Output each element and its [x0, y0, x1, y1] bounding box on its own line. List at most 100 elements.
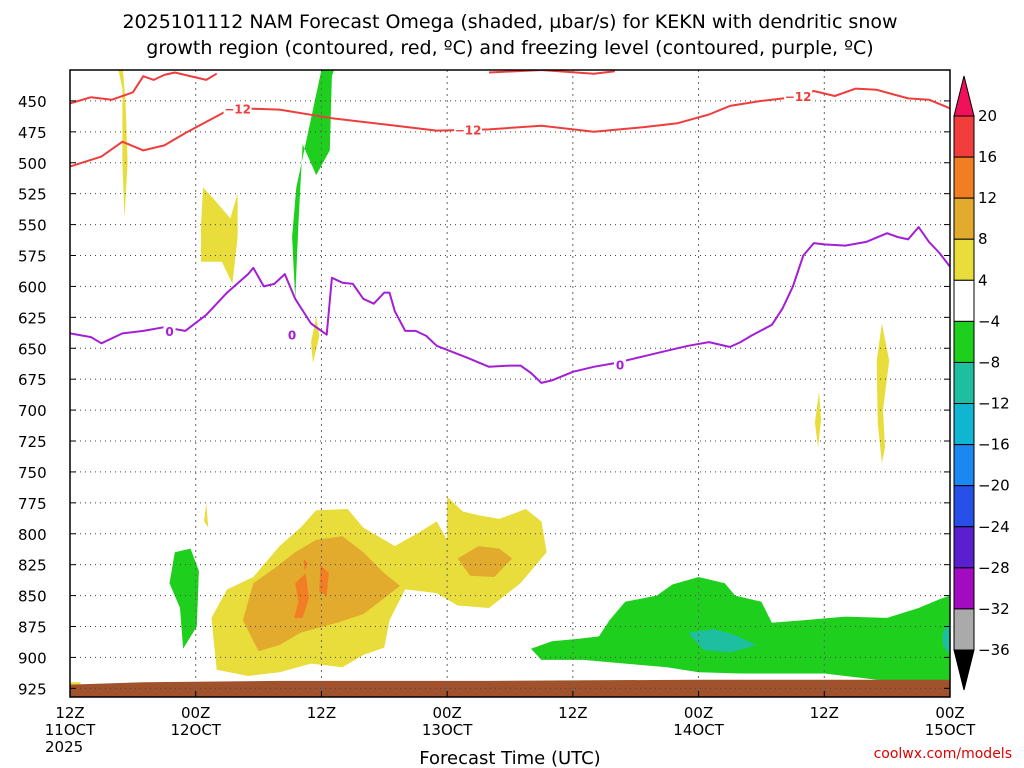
x-tick-label-6-1: 12Z — [810, 704, 839, 722]
colorbar-label-12: −32 — [978, 600, 1010, 618]
contour-label-extra: −12 — [785, 90, 812, 104]
colorbar-label-5: −4 — [978, 312, 1000, 330]
colorbar-swatch-4 — [953, 279, 975, 322]
contour-label-bg-extra — [784, 88, 813, 103]
contour-label-bg-3 — [286, 327, 299, 342]
y-tick-label-7: 625 — [18, 309, 47, 327]
contour-layer: −12 −12 0 0 0 −12 — [70, 70, 950, 384]
colorbar-top-arrow — [953, 75, 975, 117]
shaded-region-15 — [531, 577, 950, 683]
colorbar: 20 16 12 8 4 −4 −8 −12 −16 −20 −24 −28 −32 −36 — [953, 75, 1010, 691]
colorbar-swatch-8 — [953, 444, 975, 487]
colorbar-swatch-2 — [953, 197, 975, 240]
colorbar-bottom-arrow — [953, 649, 975, 691]
shaded-region-6 — [204, 502, 209, 528]
shaded-region-12 — [294, 573, 309, 618]
chart-title-line1: 2025101112 NAM Forecast Omega (shaded, µ… — [122, 11, 897, 33]
x-tick-label-0-2: 11OCT — [45, 721, 96, 739]
colorbar-label-8: −16 — [978, 436, 1010, 454]
shaded-region-7 — [169, 548, 199, 649]
contour-line-0 — [70, 71, 218, 105]
plot-area: −12 −12 0 0 0 −12 — [69, 69, 951, 698]
colorbar-label-6: −8 — [978, 353, 1000, 371]
colorbar-label-4: 4 — [978, 271, 988, 289]
y-tick-label-13: 775 — [18, 495, 47, 513]
colorbar-swatch-10 — [953, 526, 975, 569]
x-tick-label-7-1: 00Z — [935, 704, 964, 722]
colorbar-swatch-11 — [953, 567, 975, 610]
contour-label-bg-2 — [163, 323, 176, 338]
x-tick-label-3-2: 13OCT — [422, 721, 473, 739]
x-axis-label: Forecast Time (UTC) — [419, 748, 600, 768]
colorbar-swatch-7 — [953, 403, 975, 446]
contour-label-4: 0 — [616, 358, 624, 372]
y-tick-label-8: 650 — [18, 340, 47, 358]
x-tick-label-4-1: 12Z — [558, 704, 587, 722]
shaded-region-0 — [118, 70, 128, 219]
plot-background — [70, 70, 950, 697]
x-tick-label-0-3: 2025 — [45, 738, 83, 756]
colorbar-label-0: 20 — [978, 107, 997, 125]
y-tick-label-5: 575 — [18, 248, 47, 266]
colorbar-swatch-1 — [953, 156, 975, 199]
x-tick-label-5-1: 00Z — [684, 704, 713, 722]
colorbar-label-9: −20 — [978, 477, 1010, 495]
colorbar-label-2: 12 — [978, 189, 997, 207]
y-tick-label-14: 800 — [18, 526, 47, 544]
y-tick-label-4: 550 — [18, 217, 47, 235]
y-tick-label-3: 525 — [18, 186, 47, 204]
shaded-region-11 — [457, 546, 513, 577]
x-tick-label-5-2: 14OCT — [673, 721, 724, 739]
grid-lines — [70, 70, 950, 697]
x-tick-label-1-2: 12OCT — [170, 721, 221, 739]
plot-frame — [69, 69, 951, 698]
shaded-region-4 — [814, 391, 822, 448]
x-tick-label-0-1: 12Z — [55, 704, 84, 722]
colorbar-label-1: 16 — [978, 148, 997, 166]
contour-label-2: 0 — [165, 325, 173, 339]
y-tick-label-17: 875 — [18, 619, 47, 637]
y-tick-label-15: 825 — [18, 557, 47, 575]
colorbar-swatch-6 — [953, 361, 975, 405]
contour-line-3 — [70, 226, 950, 384]
x-tick-label-2-1: 12Z — [307, 704, 336, 722]
y-tick-label-0: 450 — [18, 93, 47, 111]
x-tick-label-3-1: 00Z — [432, 704, 461, 722]
colorbar-swatch-3 — [953, 238, 975, 281]
y-tick-label-9: 675 — [18, 371, 47, 389]
colorbar-label-13: −36 — [978, 641, 1010, 659]
contour-label-0: −12 — [224, 102, 251, 116]
y-tick-label-16: 850 — [18, 588, 47, 606]
shaded-region-5 — [876, 323, 890, 464]
y-tick-label-2: 500 — [18, 155, 47, 173]
colorbar-label-11: −28 — [978, 559, 1010, 577]
y-tick-label-6: 600 — [18, 278, 47, 296]
contour-label-bg-1 — [454, 122, 483, 137]
contour-line-1 — [70, 87, 950, 168]
shaded-region-2 — [292, 70, 334, 299]
contour-label-bg-4 — [614, 357, 626, 372]
chart-title-line2: growth region (contoured, red, ºC) and f… — [146, 37, 873, 59]
colorbar-swatch-12 — [953, 608, 975, 651]
x-tick-label-1-1: 00Z — [181, 704, 210, 722]
colorbar-swatch-0 — [953, 115, 975, 158]
contour-label-1: −12 — [455, 123, 482, 137]
y-tick-label-12: 750 — [18, 464, 47, 482]
credit-text: coolwx.com/models — [874, 746, 1012, 762]
y-tick-label-19: 925 — [18, 680, 47, 698]
colorbar-label-3: 8 — [978, 230, 988, 248]
colorbar-swatch-5 — [953, 320, 975, 363]
colorbar-label-7: −12 — [978, 395, 1010, 413]
colorbar-label-10: −24 — [978, 518, 1010, 536]
y-tick-label-18: 900 — [18, 649, 47, 667]
y-tick-label-10: 700 — [18, 402, 47, 420]
y-tick-label-11: 725 — [18, 433, 47, 451]
contour-label-bg-0 — [223, 101, 252, 116]
shaded-region-16 — [688, 629, 757, 653]
contour-line-2 — [488, 70, 615, 75]
x-tick-label-7-2: 15OCT — [925, 721, 976, 739]
shaded-region-17 — [942, 622, 950, 655]
y-axis: 450 475 500 525 550 575 600 625 650 675 700 725 750 7… — [18, 93, 950, 698]
